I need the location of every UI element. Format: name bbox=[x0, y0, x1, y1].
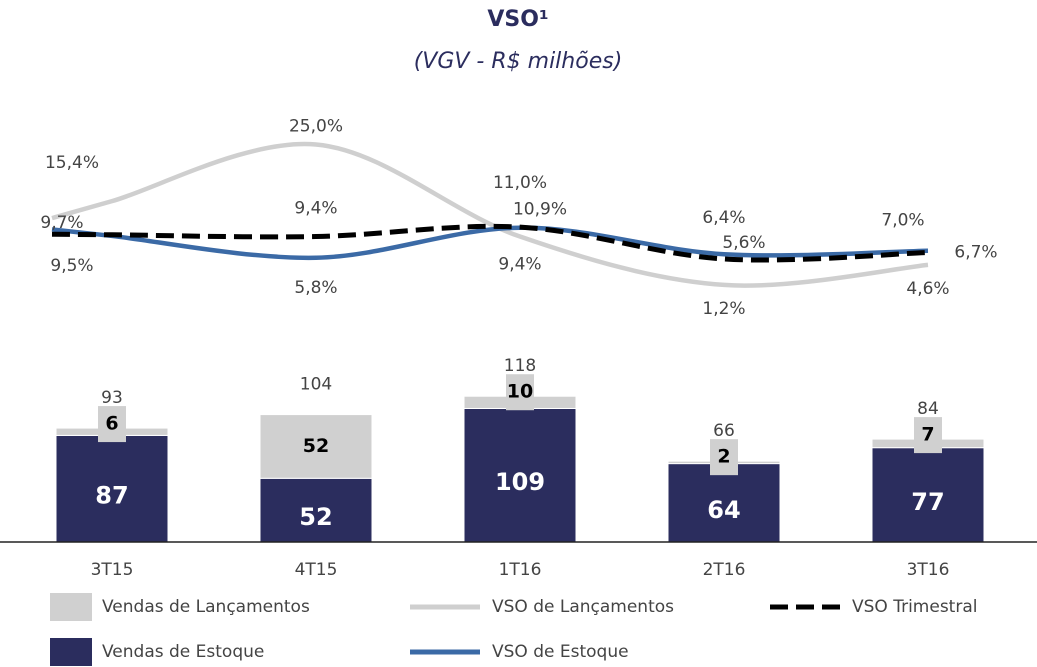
bar-label: 109 bbox=[495, 468, 545, 496]
x-tick-label: 2T16 bbox=[703, 560, 746, 580]
total-label: 118 bbox=[504, 356, 536, 376]
bar-segment bbox=[259, 477, 373, 543]
line-label: 25,0% bbox=[289, 117, 343, 137]
x-tick-label: 3T16 bbox=[907, 560, 950, 580]
line-label: 1,2% bbox=[702, 299, 745, 319]
line-label: 9,5% bbox=[50, 256, 93, 276]
line-label: 11,0% bbox=[493, 173, 547, 193]
line-label: 9,4% bbox=[294, 199, 337, 219]
total-label: 104 bbox=[300, 375, 332, 395]
legend-label: Vendas de Estoque bbox=[102, 642, 264, 662]
bar-label: 87 bbox=[95, 482, 128, 510]
x-tick-label: 4T15 bbox=[295, 560, 338, 580]
line-label: 5,6% bbox=[722, 233, 765, 253]
line-label: 10,9% bbox=[513, 200, 567, 220]
total-label: 93 bbox=[101, 388, 123, 408]
x-tick-label: 3T15 bbox=[91, 560, 134, 580]
line-series bbox=[51, 223, 929, 263]
bar-segment bbox=[55, 434, 169, 543]
line-label: 5,8% bbox=[294, 278, 337, 298]
bar-label: 7 bbox=[921, 424, 934, 446]
label-box bbox=[506, 374, 534, 411]
bar-label: 52 bbox=[299, 503, 332, 531]
line-label: 9,7% bbox=[40, 213, 83, 233]
line-label: 4,6% bbox=[906, 279, 949, 299]
label-box bbox=[710, 439, 738, 476]
chart-title: VSO¹ bbox=[487, 7, 548, 32]
line-label: 7,0% bbox=[881, 211, 924, 231]
bar-label: 10 bbox=[507, 381, 533, 403]
legend-label: VSO de Lançamentos bbox=[492, 597, 674, 617]
bar-label: 52 bbox=[303, 435, 329, 457]
line-label: 6,7% bbox=[954, 242, 997, 262]
bar-label: 6 bbox=[105, 413, 118, 435]
legend-swatch bbox=[50, 593, 92, 621]
line-series bbox=[51, 141, 929, 288]
line-label: 15,4% bbox=[45, 153, 99, 173]
legend-swatch bbox=[50, 638, 92, 666]
bar-segment bbox=[871, 447, 985, 543]
legend-label: VSO de Estoque bbox=[492, 642, 629, 662]
bar-segment bbox=[667, 463, 781, 543]
line-label: 6,4% bbox=[702, 208, 745, 228]
chart-subtitle: (VGV - R$ milhões) bbox=[414, 49, 623, 74]
line-label: 9,4% bbox=[498, 255, 541, 275]
bar-label: 2 bbox=[717, 446, 730, 468]
label-box bbox=[914, 417, 942, 454]
label-box bbox=[302, 428, 330, 465]
bar-label: 64 bbox=[707, 496, 740, 524]
line-series bbox=[51, 225, 929, 261]
label-box bbox=[98, 406, 126, 443]
legend-label: VSO Trimestral bbox=[852, 597, 977, 617]
legend-label: Vendas de Lançamentos bbox=[102, 597, 310, 617]
total-label: 66 bbox=[713, 421, 735, 441]
x-tick-label: 1T16 bbox=[499, 560, 542, 580]
bar-label: 77 bbox=[911, 488, 944, 516]
total-label: 84 bbox=[917, 399, 939, 419]
